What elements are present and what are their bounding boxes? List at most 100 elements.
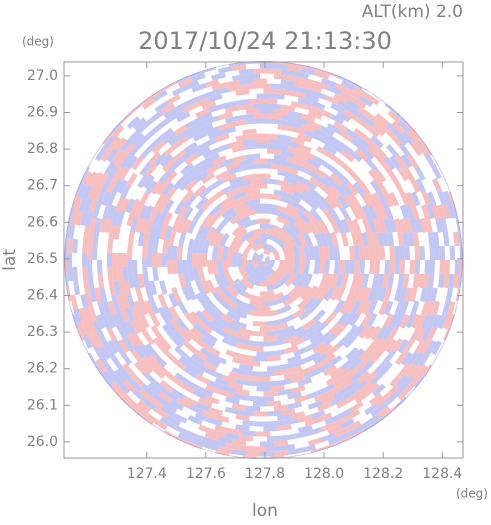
echo-cell [239, 447, 253, 448]
echo-cell [88, 212, 91, 226]
echo-cell [246, 156, 260, 157]
echo-cell [444, 205, 448, 219]
echo-cell [392, 260, 393, 274]
echo-cell [236, 345, 250, 348]
echo-cell [425, 274, 427, 288]
echo-cell [432, 246, 433, 260]
echo-cell [288, 450, 302, 452]
echo-cell [300, 247, 302, 260]
echo-cell [270, 260, 273, 266]
echo-cell [351, 172, 360, 182]
echo-cell [260, 282, 273, 284]
x-axis-label: lon [252, 501, 278, 521]
echo-cell [145, 233, 147, 247]
echo-cell [254, 246, 264, 250]
echo-cell [130, 246, 131, 260]
echo-cell [220, 260, 222, 274]
echo-cell [356, 260, 357, 274]
echo-cell [364, 274, 367, 288]
echo-cell [387, 260, 388, 274]
echo-cell [288, 394, 302, 397]
echo-cell [435, 232, 437, 246]
echo-cell [257, 266, 263, 269]
echo-cell [341, 260, 342, 274]
echo-cell [277, 417, 291, 419]
echo-cell [232, 77, 246, 79]
echo-cell [417, 260, 418, 274]
echo-cell [140, 232, 142, 246]
echo-cell [359, 233, 362, 247]
x-tick-label: 127.4 [127, 466, 167, 482]
echo-cell [369, 232, 372, 246]
echo-cell [412, 218, 415, 232]
echo-cell [445, 274, 447, 288]
echo-cell [130, 260, 131, 274]
echo-cell [341, 207, 348, 219]
echo-cell [75, 239, 76, 253]
echo-cell [377, 260, 378, 274]
echo-cell [356, 246, 357, 260]
echo-cell [229, 143, 242, 146]
echo-cell [274, 146, 288, 148]
echo-cell [264, 91, 278, 92]
x-tick-label: 128.2 [363, 466, 403, 482]
echo-cell [264, 393, 278, 394]
echo-cell [233, 359, 247, 362]
echo-cell [326, 246, 327, 260]
echo-cell [233, 396, 247, 398]
echo-cell [250, 312, 264, 314]
echo-cell [422, 219, 425, 233]
echo-cell [246, 121, 260, 122]
echo-cell [402, 246, 403, 260]
echo-cell [200, 267, 203, 281]
echo-cell [359, 274, 362, 288]
echo-cell [120, 267, 121, 281]
echo-cell [110, 239, 111, 253]
echo-cell [291, 414, 305, 417]
echo-cell [73, 211, 76, 225]
echo-cell [181, 274, 184, 287]
echo-cell [232, 441, 246, 443]
echo-cell [274, 442, 288, 443]
echo-cell [152, 314, 159, 326]
echo-cell [130, 274, 132, 288]
echo-cell [377, 246, 378, 260]
echo-cell [281, 317, 294, 322]
echo-cell [277, 182, 290, 186]
echo-cell [239, 71, 253, 72]
echo-cell [225, 445, 239, 447]
echo-cell [331, 246, 332, 260]
echo-cell [291, 129, 305, 133]
echo-cell [405, 232, 407, 246]
echo-cell [277, 381, 291, 383]
echo-cell [232, 147, 246, 150]
echo-cell [267, 368, 281, 369]
echo-cell [437, 246, 438, 260]
echo-cell [234, 253, 235, 267]
echo-cell [449, 302, 453, 316]
echo-cell [71, 225, 73, 239]
echo-cell [90, 246, 91, 260]
echo-cell [395, 180, 402, 192]
echo-cell [212, 431, 225, 434]
echo-cell [255, 254, 258, 260]
echo-cell [420, 274, 422, 288]
echo-cell [270, 211, 283, 215]
echo-cell [180, 260, 181, 274]
echo-cell [229, 374, 242, 377]
echo-cell [291, 93, 305, 96]
echo-cell [253, 358, 267, 359]
echo-cell [100, 260, 101, 274]
echo-cell [295, 84, 309, 87]
y-tick-label: 26.5 [27, 251, 58, 267]
echo-cell [278, 127, 292, 129]
echo-cell [151, 281, 154, 295]
echo-cell [212, 442, 226, 445]
echo-cell [372, 260, 373, 274]
echo-cell [274, 121, 288, 123]
y-tick-label: 26.9 [27, 105, 58, 121]
echo-cell [401, 288, 404, 302]
echo-cell [379, 233, 381, 247]
echo-cell [264, 101, 278, 102]
echo-cell [336, 246, 337, 260]
